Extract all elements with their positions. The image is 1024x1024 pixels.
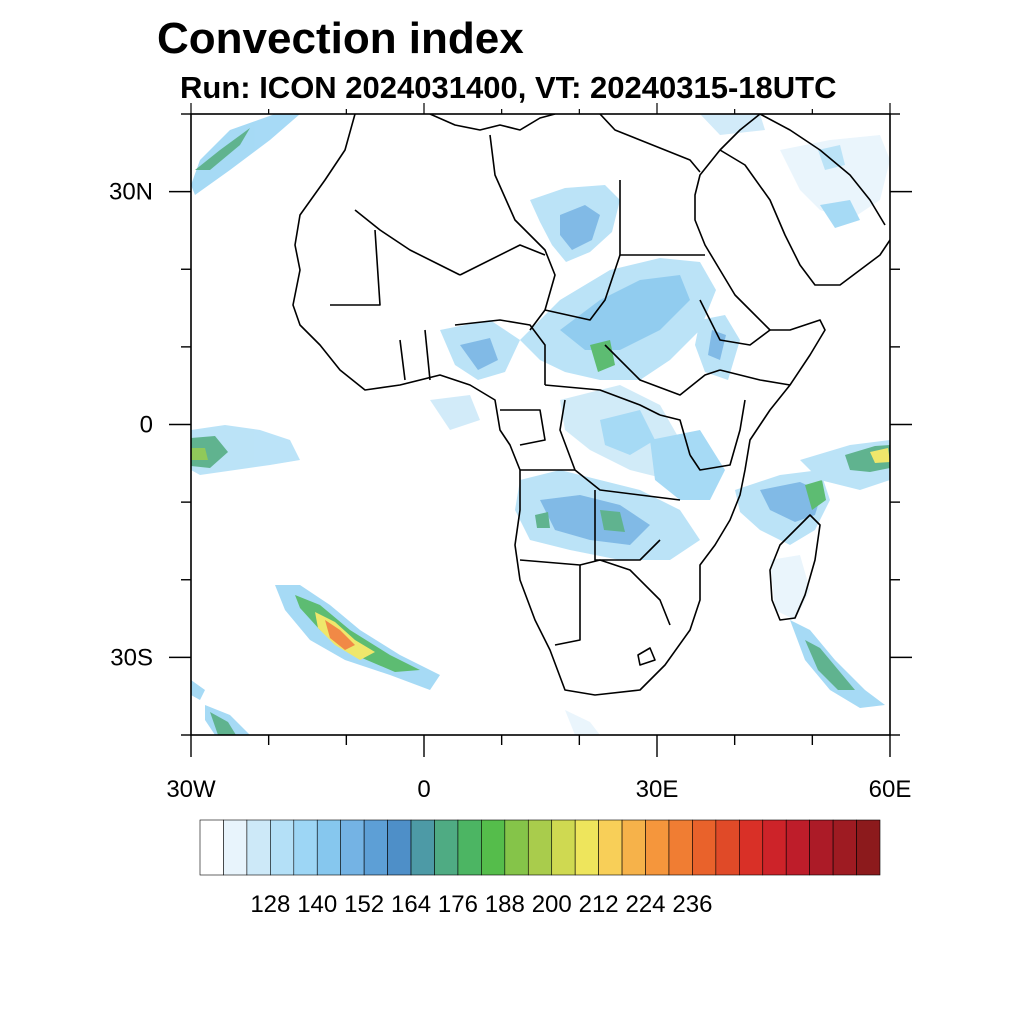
colorbar-label: 212 <box>579 891 619 918</box>
lat-tick-label: 30S <box>110 644 153 671</box>
colorbar-label: 176 <box>438 891 478 918</box>
colorbar-swatch <box>434 819 459 876</box>
map-plot-area <box>190 113 891 736</box>
lat-tick-label: 0 <box>140 412 153 439</box>
colorbar-swatch <box>715 819 740 876</box>
lon-tick-label: 0 <box>417 776 430 803</box>
colorbar-swatch <box>223 819 248 876</box>
colorbar-swatch <box>692 819 717 876</box>
colorbar-swatch <box>316 819 341 876</box>
colorbar-swatch <box>598 819 623 876</box>
colorbar-swatch <box>481 819 506 876</box>
lat-tick-label: 30N <box>109 179 153 206</box>
colorbar-swatch <box>199 819 224 876</box>
colorbar-swatch <box>457 819 482 876</box>
colorbar-swatch <box>527 819 553 876</box>
colorbar-label: 200 <box>532 891 572 918</box>
map-subtitle: Run: ICON 2024031400, VT: 20240315-18UTC <box>180 70 837 105</box>
colorbar-swatch <box>293 819 318 876</box>
colorbar-swatch <box>809 819 834 876</box>
colorbar-swatch <box>504 819 529 876</box>
lon-tick-label: 60E <box>869 776 912 803</box>
colorbar-swatch <box>645 819 670 876</box>
colorbar-swatch <box>832 819 857 876</box>
colorbar-swatch <box>246 819 271 876</box>
colorbar-swatch <box>621 819 646 876</box>
longitude-axis: 30W 0 30E 60E <box>166 103 911 803</box>
colorbar-swatch <box>340 819 365 876</box>
map-title: Convection index <box>157 14 524 63</box>
colorbar-swatch <box>739 819 764 876</box>
convection-field <box>191 114 890 735</box>
coastlines <box>292 114 890 696</box>
lon-tick-label: 30W <box>166 776 216 803</box>
colorbar-swatch <box>363 819 388 876</box>
colorbar-label: 152 <box>344 891 384 918</box>
colorbar-label: 236 <box>672 891 712 918</box>
colorbar-label: 128 <box>250 891 290 918</box>
colorbar-label: 140 <box>297 891 337 918</box>
colorbar-swatch <box>856 819 881 876</box>
colorbar-swatch <box>574 819 599 876</box>
colorbar-label: 188 <box>485 891 525 918</box>
colorbar-swatch <box>785 819 810 876</box>
colorbar-swatch <box>387 819 412 876</box>
colorbar-swatch <box>762 819 787 876</box>
colorbar-label: 224 <box>625 891 665 918</box>
colorbar-swatch <box>551 819 576 876</box>
colorbar-swatch <box>270 819 295 876</box>
latitude-axis: 30N 0 30S <box>109 113 912 736</box>
colorbar-swatch <box>410 819 435 876</box>
colorbar: 128 140 152 164 176 188 200 212 224 236 <box>199 819 881 918</box>
colorbar-swatch <box>668 819 693 876</box>
colorbar-label: 164 <box>391 891 431 918</box>
lon-tick-label: 30E <box>636 776 679 803</box>
